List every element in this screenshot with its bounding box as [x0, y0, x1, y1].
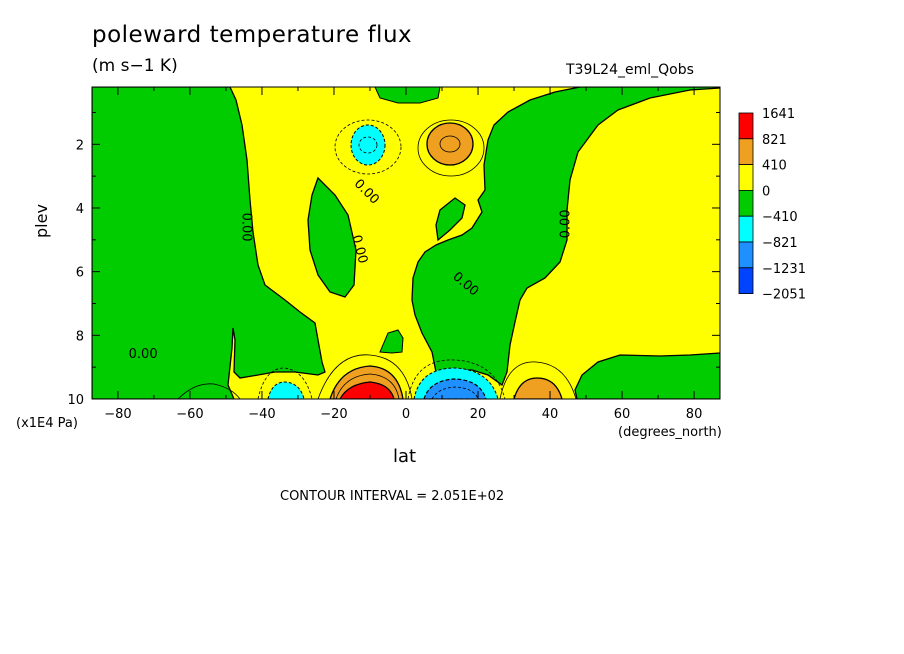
contour-negative-upper-outer	[334, 119, 402, 175]
legend-level-label: −410	[762, 210, 798, 225]
contour-negative-upper-inner	[358, 136, 378, 154]
band-negative-low-west	[92, 87, 326, 399]
y-axis-unit: (x1E4 Pa)	[16, 416, 78, 431]
contour-positive-surface-sh-mid	[335, 373, 400, 399]
band-negative-low-center-small	[379, 329, 404, 354]
legend-swatch	[738, 189, 754, 217]
band-negative-low-east-surface	[574, 352, 720, 399]
x-tick-label: 80	[686, 407, 703, 422]
contour-positive-surface-small	[177, 383, 241, 399]
contour-positive-surface-sh-outer	[317, 354, 413, 399]
x-tick-label: 20	[470, 407, 487, 422]
contour-negative-surface-nh-inner	[431, 386, 479, 399]
contour-negative-surface-nh-outer	[407, 359, 506, 399]
contour-label: 0.00	[559, 209, 574, 238]
y-tick-label: 8	[76, 329, 84, 344]
x-tick-label: 0	[402, 407, 410, 422]
contour-label: 0.00	[238, 213, 253, 242]
legend-level-label: 1641	[762, 107, 795, 122]
legend-level-label: 0	[762, 184, 770, 199]
band-negative-low-east	[411, 87, 720, 387]
band-negative-low-west-mid	[307, 176, 357, 298]
legend-swatch	[738, 241, 754, 269]
legend-level-label: −821	[762, 236, 798, 251]
band-negative-low-east-mid	[435, 197, 466, 242]
band-positive-high-surface-sh	[339, 381, 395, 399]
y-tick-label: 2	[76, 138, 84, 153]
legend-swatch	[738, 267, 754, 294]
band-positive-mid-upper	[426, 122, 474, 166]
legend-swatch	[738, 138, 754, 166]
chart-title: poleward temperature flux	[92, 22, 413, 48]
contour-positive-surface-nh-outer	[499, 361, 577, 399]
contour-label: 0.00	[129, 347, 158, 362]
x-tick-label: 40	[542, 407, 559, 422]
legend-level-label: 410	[762, 159, 787, 174]
legend-level-label: 821	[762, 133, 787, 148]
x-tick-label: −60	[176, 407, 203, 422]
x-tick-label: −80	[104, 407, 131, 422]
band-negative-mid-surface-sh	[267, 381, 305, 399]
x-axis-label: lat	[393, 446, 417, 467]
x-tick-label: −40	[248, 407, 275, 422]
legend-swatch	[738, 112, 754, 140]
y-axis: 2 4 6 8 10	[67, 111, 720, 408]
contour-label: 0.00	[348, 233, 370, 265]
x-tick-label: −20	[320, 407, 347, 422]
legend-level-label: −1231	[762, 262, 806, 277]
contour-fill-layer	[92, 87, 720, 399]
x-tick-label: 60	[614, 407, 631, 422]
band-negative-low-top-center	[374, 87, 441, 104]
x-axis: −80 −60 −40 −20 0 20 40 60 80	[104, 87, 702, 422]
y-tick-label: 6	[76, 266, 84, 281]
contour-negative-surface-sh-outer	[257, 367, 313, 399]
contour-positive-upper-inner	[439, 135, 461, 153]
band-negative-high-surface-nh	[423, 378, 487, 399]
run-label: T39L24_eml_Qobs	[566, 62, 694, 78]
contour-positive-upper-outer	[417, 119, 485, 177]
contour-interval-note: CONTOUR INTERVAL = 2.051E+02	[280, 489, 505, 504]
color-legend: 1641 821 410 0 −410 −821 −1231 −2051	[738, 107, 806, 303]
legend-swatch	[738, 164, 754, 191]
band-negative-mid-upper	[350, 124, 386, 166]
legend-swatch	[738, 215, 754, 243]
y-tick-label: 10	[67, 393, 84, 408]
legend-level-label: −2051	[762, 288, 806, 303]
y-tick-label: 4	[76, 202, 84, 217]
x-axis-unit: (degrees_north)	[618, 425, 722, 440]
chart-subtitle: (m s−1 K)	[92, 56, 178, 76]
